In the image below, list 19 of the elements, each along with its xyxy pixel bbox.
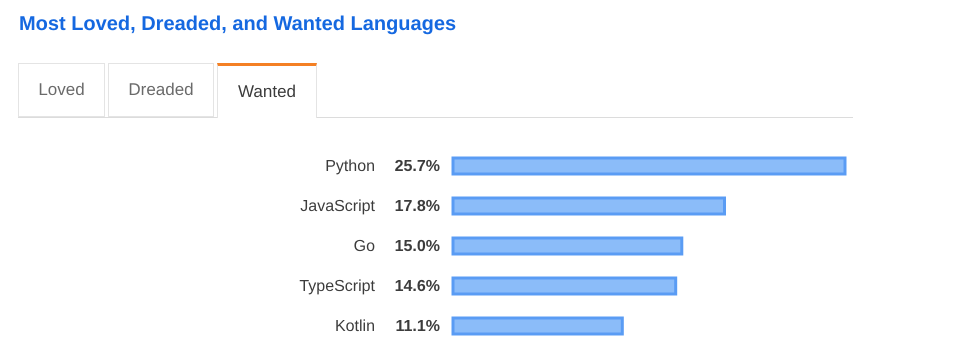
y-tick-label: Python [325, 158, 375, 175]
text: Wanted [217, 63, 317, 118]
data-label: 25.7% [394, 158, 440, 175]
bar [452, 196, 726, 216]
y-tick-label: JavaScript [300, 198, 376, 215]
data-label: 14.6% [394, 278, 440, 295]
data-label: 17.8% [394, 198, 440, 215]
data-label: 15.0% [394, 238, 440, 255]
bar [452, 276, 678, 296]
y-tick-label: TypeScript [299, 278, 376, 295]
bar [452, 316, 624, 336]
bar [452, 156, 846, 176]
y-tick-label: Go [354, 238, 376, 255]
text: Dreaded [108, 63, 214, 117]
text: Most Loved, Dreaded, and Wanted Languages [19, 13, 456, 36]
text: Loved [18, 63, 105, 117]
data-label: 11.1% [396, 318, 440, 335]
y-tick-label: Kotlin [334, 318, 375, 335]
bar [452, 236, 684, 256]
